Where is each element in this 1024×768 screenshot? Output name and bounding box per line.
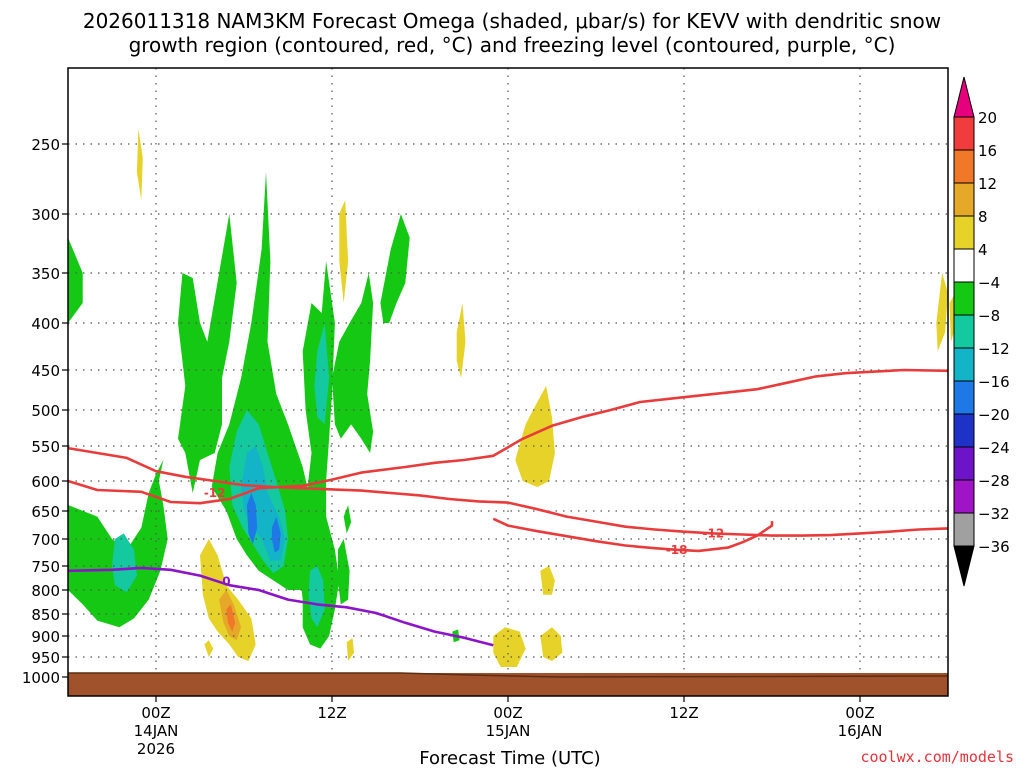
y-tick-label: 350 xyxy=(31,265,60,283)
terrain xyxy=(68,672,949,696)
y-tick-label: 250 xyxy=(31,136,60,154)
colorbar-cap-top xyxy=(953,76,975,118)
contour-label-dendritic_inner: -18 xyxy=(666,543,688,557)
contour-lines: -12 -12 -18 0 xyxy=(67,368,949,647)
x-axis-label: Forecast Time (UTC) xyxy=(419,748,600,768)
x-tick-label: 00Z xyxy=(845,704,874,722)
y-tick-label: 900 xyxy=(31,628,60,646)
colorbar-box-10 xyxy=(953,413,975,448)
pressure-axis: 250 300 350 400 450 500 550 600 650 700 750 800 850 9… xyxy=(22,136,68,687)
chart-title-line1: 2026011318 NAM3KM Forecast Omega (shaded… xyxy=(83,9,941,33)
x-tick-label: 12Z xyxy=(317,704,346,722)
omega-region-14 xyxy=(337,539,350,605)
contour-label-dendritic_upper: -12 xyxy=(702,526,724,540)
omega-region-3 xyxy=(178,214,237,493)
omega-region-18 xyxy=(339,200,349,303)
y-tick-label: 400 xyxy=(31,315,60,333)
y-tick-label: 300 xyxy=(31,206,60,224)
colorbar-box-9 xyxy=(953,380,975,415)
y-tick-label: 800 xyxy=(31,582,60,600)
colorbar-box-4 xyxy=(953,215,975,250)
omega-region-28 xyxy=(540,627,563,661)
colorbar-label: −12 xyxy=(978,340,1010,358)
colorbar-label: −28 xyxy=(978,472,1010,490)
omega-region-23 xyxy=(226,604,236,632)
omega-region-8 xyxy=(271,516,281,553)
colorbar-label: −36 xyxy=(978,538,1010,556)
omega-region-2 xyxy=(112,533,137,593)
colorbar-label: −16 xyxy=(978,373,1010,391)
colorbar-label: −24 xyxy=(978,439,1010,457)
contour-freezing_level xyxy=(67,566,494,647)
omega-region-26 xyxy=(493,627,526,667)
y-tick-label: 950 xyxy=(31,649,60,667)
colorbar-box-2 xyxy=(953,149,975,184)
colorbar-box-8 xyxy=(953,347,975,382)
omega-region-9 xyxy=(299,261,340,649)
contour-dendritic_inner xyxy=(492,517,774,553)
omega-region-11 xyxy=(308,566,325,628)
x-tick-label: 12Z xyxy=(669,704,698,722)
x-tick-label: 00Z xyxy=(141,704,170,722)
omega-region-0 xyxy=(68,237,83,323)
colorbar-label: 16 xyxy=(978,142,997,160)
colorbar-label: −4 xyxy=(978,274,1000,292)
x-tick-date: 15JAN xyxy=(486,722,531,740)
colorbar-label: 4 xyxy=(978,241,988,259)
x-tick-label: 00Z xyxy=(493,704,522,722)
omega-shading xyxy=(68,128,957,667)
omega-region-29 xyxy=(936,273,948,352)
omega-region-15 xyxy=(343,505,352,534)
y-tick-label: 600 xyxy=(31,473,60,491)
omega-colorbar: 20 16 12 8 4 −4 −8 −12 −16 −20 −24 −28 −32 −36 xyxy=(953,76,1010,587)
colorbar-box-6 xyxy=(953,281,975,316)
x-tick-date: 14JAN xyxy=(134,722,179,740)
colorbar-label: 12 xyxy=(978,175,997,193)
colorbar-cap-bottom xyxy=(953,545,975,587)
y-tick-label: 750 xyxy=(31,558,60,576)
colorbar-label: 8 xyxy=(978,208,988,226)
colorbar-box-13 xyxy=(953,512,975,547)
x-tick-date: 16JAN xyxy=(838,722,883,740)
x-tick-year: 2026 xyxy=(137,740,175,758)
y-tick-label: 1000 xyxy=(22,669,60,687)
colorbar-box-7 xyxy=(953,314,975,349)
chart-title-line2: growth region (contoured, red, °C) and f… xyxy=(129,33,896,57)
colorbar-label: −20 xyxy=(978,406,1010,424)
colorbar-box-11 xyxy=(953,446,975,481)
omega-region-17 xyxy=(136,128,143,200)
contour-label-freezing_level: 0 xyxy=(222,574,230,588)
omega-region-19 xyxy=(456,303,466,378)
y-tick-label: 500 xyxy=(31,402,60,420)
y-tick-label: 850 xyxy=(31,606,60,624)
colorbar-label: −32 xyxy=(978,505,1010,523)
omega-region-20 xyxy=(515,386,555,487)
colorbar-label: 20 xyxy=(978,109,997,127)
y-tick-label: 650 xyxy=(31,503,60,521)
omega-region-13 xyxy=(380,214,410,323)
omega-region-10 xyxy=(314,323,330,425)
omega-region-27 xyxy=(540,566,555,595)
omega-region-12 xyxy=(332,273,374,453)
y-tick-label: 550 xyxy=(31,438,60,456)
contour-label-dendritic_lower: -12 xyxy=(204,486,226,500)
contour-dendritic_lower xyxy=(67,368,949,505)
colorbar-box-12 xyxy=(953,479,975,514)
credit-text: coolwx.com/models xyxy=(860,748,1014,766)
omega-region-7 xyxy=(246,493,258,545)
terrain-fill xyxy=(68,673,948,696)
colorbar-box-3 xyxy=(953,182,975,217)
y-tick-label: 450 xyxy=(31,362,60,380)
colorbar-label: −8 xyxy=(978,307,1000,325)
colorbar-box-5 xyxy=(953,248,975,283)
colorbar-box-1 xyxy=(953,116,975,151)
y-tick-label: 700 xyxy=(31,531,60,549)
terrain-edge xyxy=(68,672,949,678)
contour-dendritic_upper xyxy=(67,446,949,537)
omega-region-25 xyxy=(346,638,354,661)
omega-region-24 xyxy=(204,640,214,657)
